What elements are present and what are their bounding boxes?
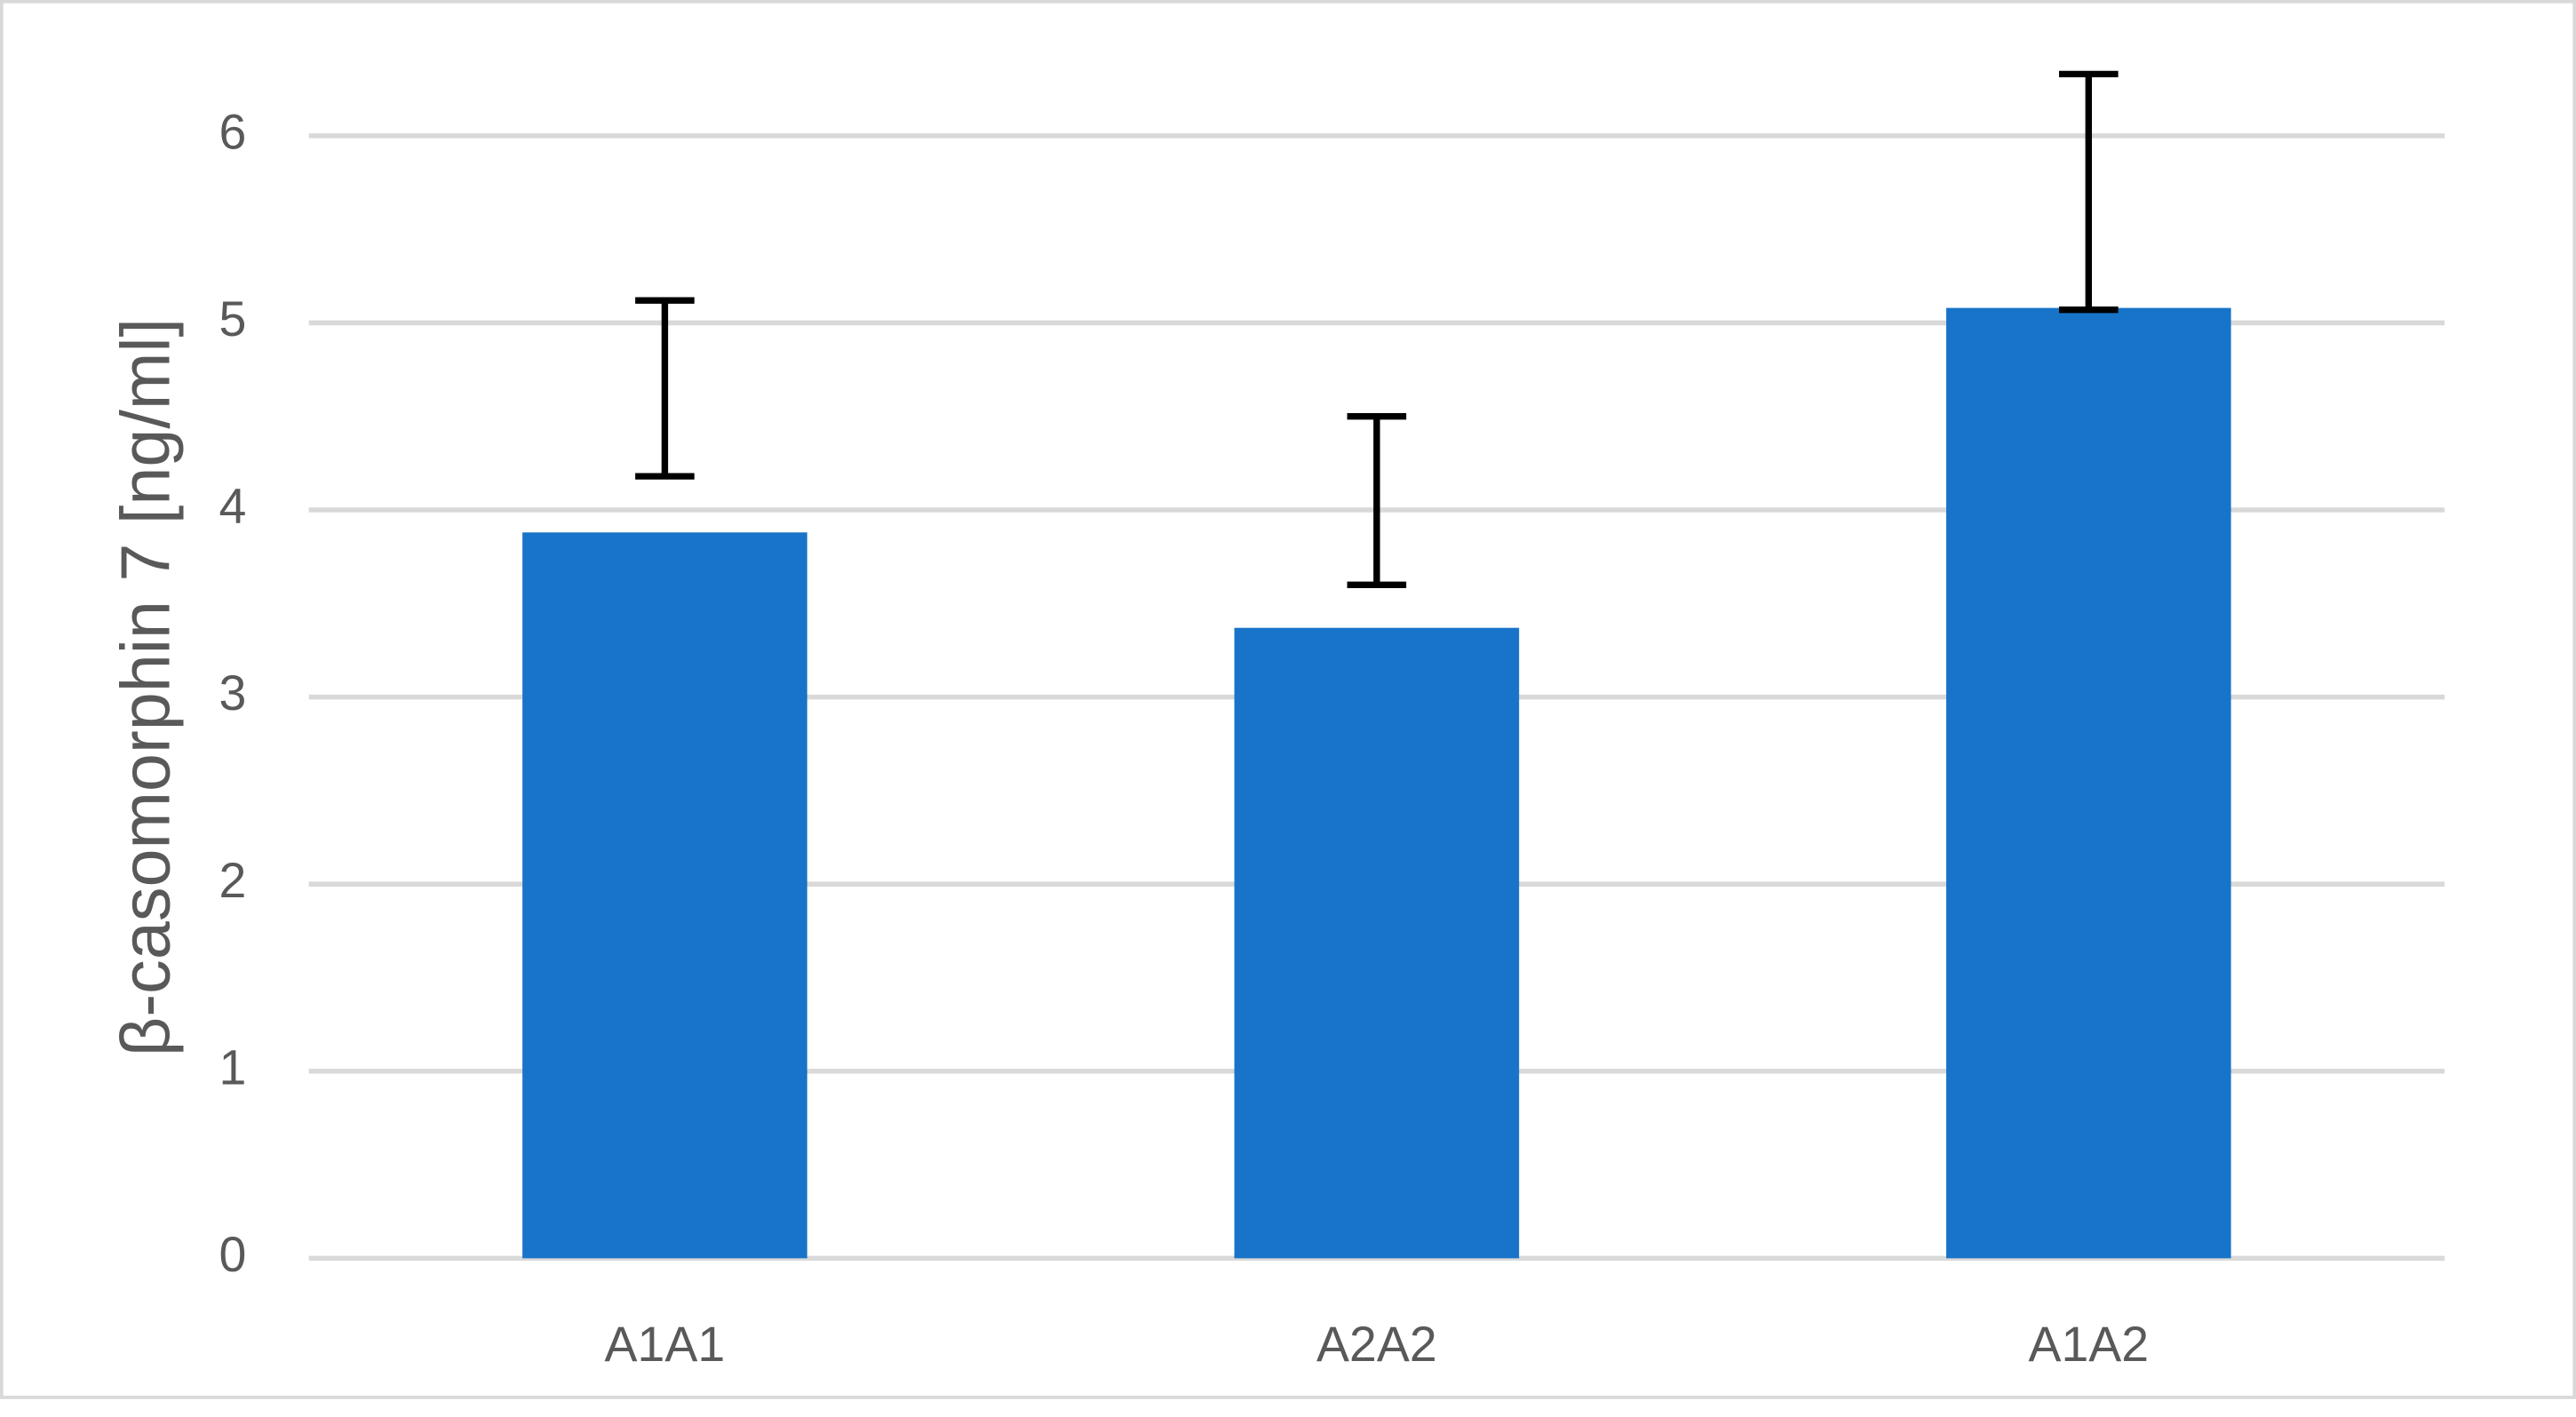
y-tick-label: 5 (219, 291, 247, 346)
y-axis-label: β-casomorphin 7 [ng/ml] (108, 318, 185, 1056)
x-tick-label: A2A2 (1316, 1317, 1437, 1372)
y-tick-label: 4 (219, 479, 247, 534)
y-tick-label: 1 (219, 1039, 247, 1095)
y-tick-label: 2 (219, 853, 247, 908)
bar (1946, 307, 2231, 1259)
x-tick-label: A1A1 (605, 1317, 726, 1372)
bar (1234, 627, 1520, 1259)
y-tick-label: 6 (219, 105, 247, 160)
bar (522, 532, 807, 1259)
y-tick-label: 0 (219, 1227, 247, 1282)
y-tick-label: 3 (219, 665, 247, 720)
x-tick-label: A1A2 (2028, 1317, 2149, 1372)
